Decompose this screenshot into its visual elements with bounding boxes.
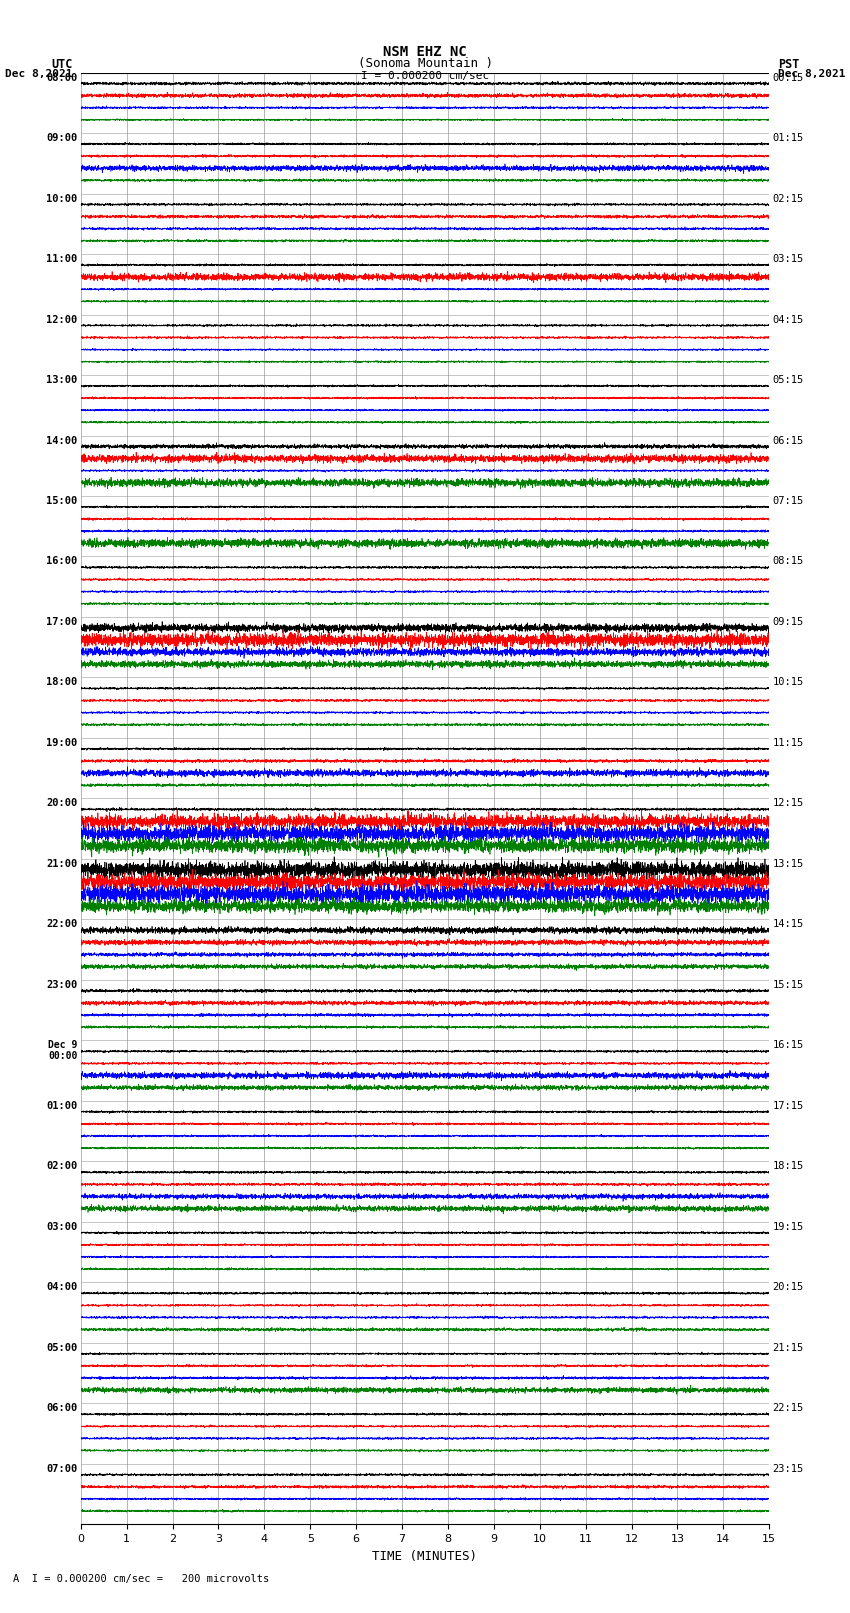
Text: 16:15: 16:15 — [773, 1040, 804, 1050]
Text: (Sonoma Mountain ): (Sonoma Mountain ) — [358, 56, 492, 71]
Text: NSM EHZ NC: NSM EHZ NC — [383, 45, 467, 58]
Text: 04:15: 04:15 — [773, 315, 804, 324]
Text: 17:15: 17:15 — [773, 1100, 804, 1111]
Text: 23:15: 23:15 — [773, 1465, 804, 1474]
Text: 20:00: 20:00 — [46, 798, 77, 808]
Text: 02:00: 02:00 — [46, 1161, 77, 1171]
Text: 07:00: 07:00 — [46, 1465, 77, 1474]
Text: 15:00: 15:00 — [46, 497, 77, 506]
Text: 08:00: 08:00 — [46, 73, 77, 82]
Text: 04:00: 04:00 — [46, 1282, 77, 1292]
Text: 13:00: 13:00 — [46, 376, 77, 386]
Text: 22:15: 22:15 — [773, 1403, 804, 1413]
Text: 14:15: 14:15 — [773, 919, 804, 929]
Text: 06:00: 06:00 — [46, 1403, 77, 1413]
Text: 02:15: 02:15 — [773, 194, 804, 203]
Text: PST: PST — [778, 58, 799, 71]
Text: 09:15: 09:15 — [773, 618, 804, 627]
Text: 10:15: 10:15 — [773, 677, 804, 687]
Text: 23:00: 23:00 — [46, 979, 77, 990]
Text: 15:15: 15:15 — [773, 979, 804, 990]
Text: Dec 8,2021: Dec 8,2021 — [778, 69, 845, 79]
Text: 19:15: 19:15 — [773, 1223, 804, 1232]
Text: 03:15: 03:15 — [773, 255, 804, 265]
Text: UTC: UTC — [51, 58, 72, 71]
Text: 00:15: 00:15 — [773, 73, 804, 82]
Text: 21:00: 21:00 — [46, 858, 77, 869]
Text: Dec 9: Dec 9 — [48, 1040, 77, 1050]
Text: 00:00: 00:00 — [48, 1050, 77, 1060]
Text: 11:00: 11:00 — [46, 255, 77, 265]
Text: 13:15: 13:15 — [773, 858, 804, 869]
Text: 20:15: 20:15 — [773, 1282, 804, 1292]
Text: 12:15: 12:15 — [773, 798, 804, 808]
Text: 08:15: 08:15 — [773, 556, 804, 566]
Text: 17:00: 17:00 — [46, 618, 77, 627]
Text: 22:00: 22:00 — [46, 919, 77, 929]
Text: 05:15: 05:15 — [773, 376, 804, 386]
Text: 19:00: 19:00 — [46, 739, 77, 748]
Text: 12:00: 12:00 — [46, 315, 77, 324]
X-axis label: TIME (MINUTES): TIME (MINUTES) — [372, 1550, 478, 1563]
Text: 16:00: 16:00 — [46, 556, 77, 566]
Text: A  I = 0.000200 cm/sec =   200 microvolts: A I = 0.000200 cm/sec = 200 microvolts — [13, 1574, 269, 1584]
Text: 07:15: 07:15 — [773, 497, 804, 506]
Text: 05:00: 05:00 — [46, 1342, 77, 1353]
Text: 01:00: 01:00 — [46, 1100, 77, 1111]
Text: I = 0.000200 cm/sec: I = 0.000200 cm/sec — [361, 71, 489, 82]
Text: Dec 8,2021: Dec 8,2021 — [5, 69, 72, 79]
Text: 09:00: 09:00 — [46, 134, 77, 144]
Text: 06:15: 06:15 — [773, 436, 804, 445]
Text: 03:00: 03:00 — [46, 1223, 77, 1232]
Text: 01:15: 01:15 — [773, 134, 804, 144]
Text: 11:15: 11:15 — [773, 739, 804, 748]
Text: 18:15: 18:15 — [773, 1161, 804, 1171]
Text: 18:00: 18:00 — [46, 677, 77, 687]
Text: 10:00: 10:00 — [46, 194, 77, 203]
Text: 21:15: 21:15 — [773, 1342, 804, 1353]
Text: 14:00: 14:00 — [46, 436, 77, 445]
